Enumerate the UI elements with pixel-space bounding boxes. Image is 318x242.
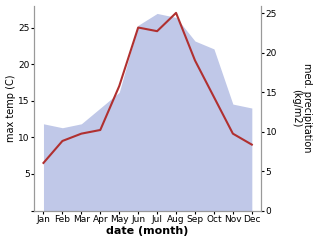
X-axis label: date (month): date (month) xyxy=(107,227,189,236)
Y-axis label: max temp (C): max temp (C) xyxy=(5,74,16,142)
Y-axis label: med. precipitation
(kg/m2): med. precipitation (kg/m2) xyxy=(291,63,313,153)
